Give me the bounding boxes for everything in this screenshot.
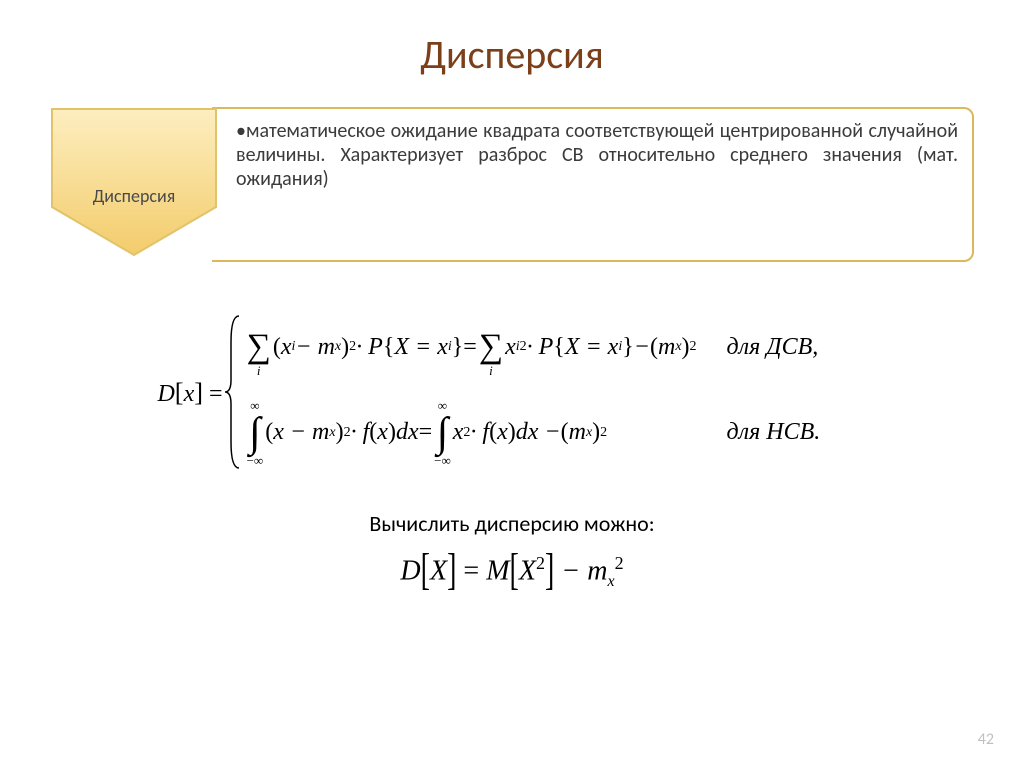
definition-box: •математическое ожидание квадрата соотве… — [212, 107, 974, 262]
lhs: D[x] = — [157, 377, 222, 408]
case-discrete: ∑i (xi − mx)2 · P{X = xi} = ∑i xi2 · P{X… — [245, 318, 867, 377]
brace-icon — [223, 312, 241, 472]
definition-text: •математическое ожидание квадрата соотве… — [236, 119, 958, 191]
case-continuous: ∞∫−∞ (x − mx)2 · f(x)dx = ∞∫−∞ x2 · f(x)… — [245, 399, 867, 467]
case2-tag: для НСВ. — [727, 419, 867, 446]
chevron-callout: Дисперсия — [50, 107, 218, 262]
definition-row: Дисперсия •математическое ожидание квадр… — [50, 107, 974, 262]
main-formula: D[x] = ∑i (xi − mx)2 · P{X = xi} = ∑i — [50, 312, 974, 472]
page-number: 42 — [978, 730, 994, 749]
compute-hint: Вычислить дисперсию можно: — [50, 510, 974, 537]
slide-title: Дисперсия — [50, 30, 974, 79]
chevron-label: Дисперсия — [50, 185, 218, 207]
short-formula: D[X] = M[X2] − mx2 — [50, 553, 974, 591]
case1-tag: для ДСВ, — [727, 334, 867, 361]
